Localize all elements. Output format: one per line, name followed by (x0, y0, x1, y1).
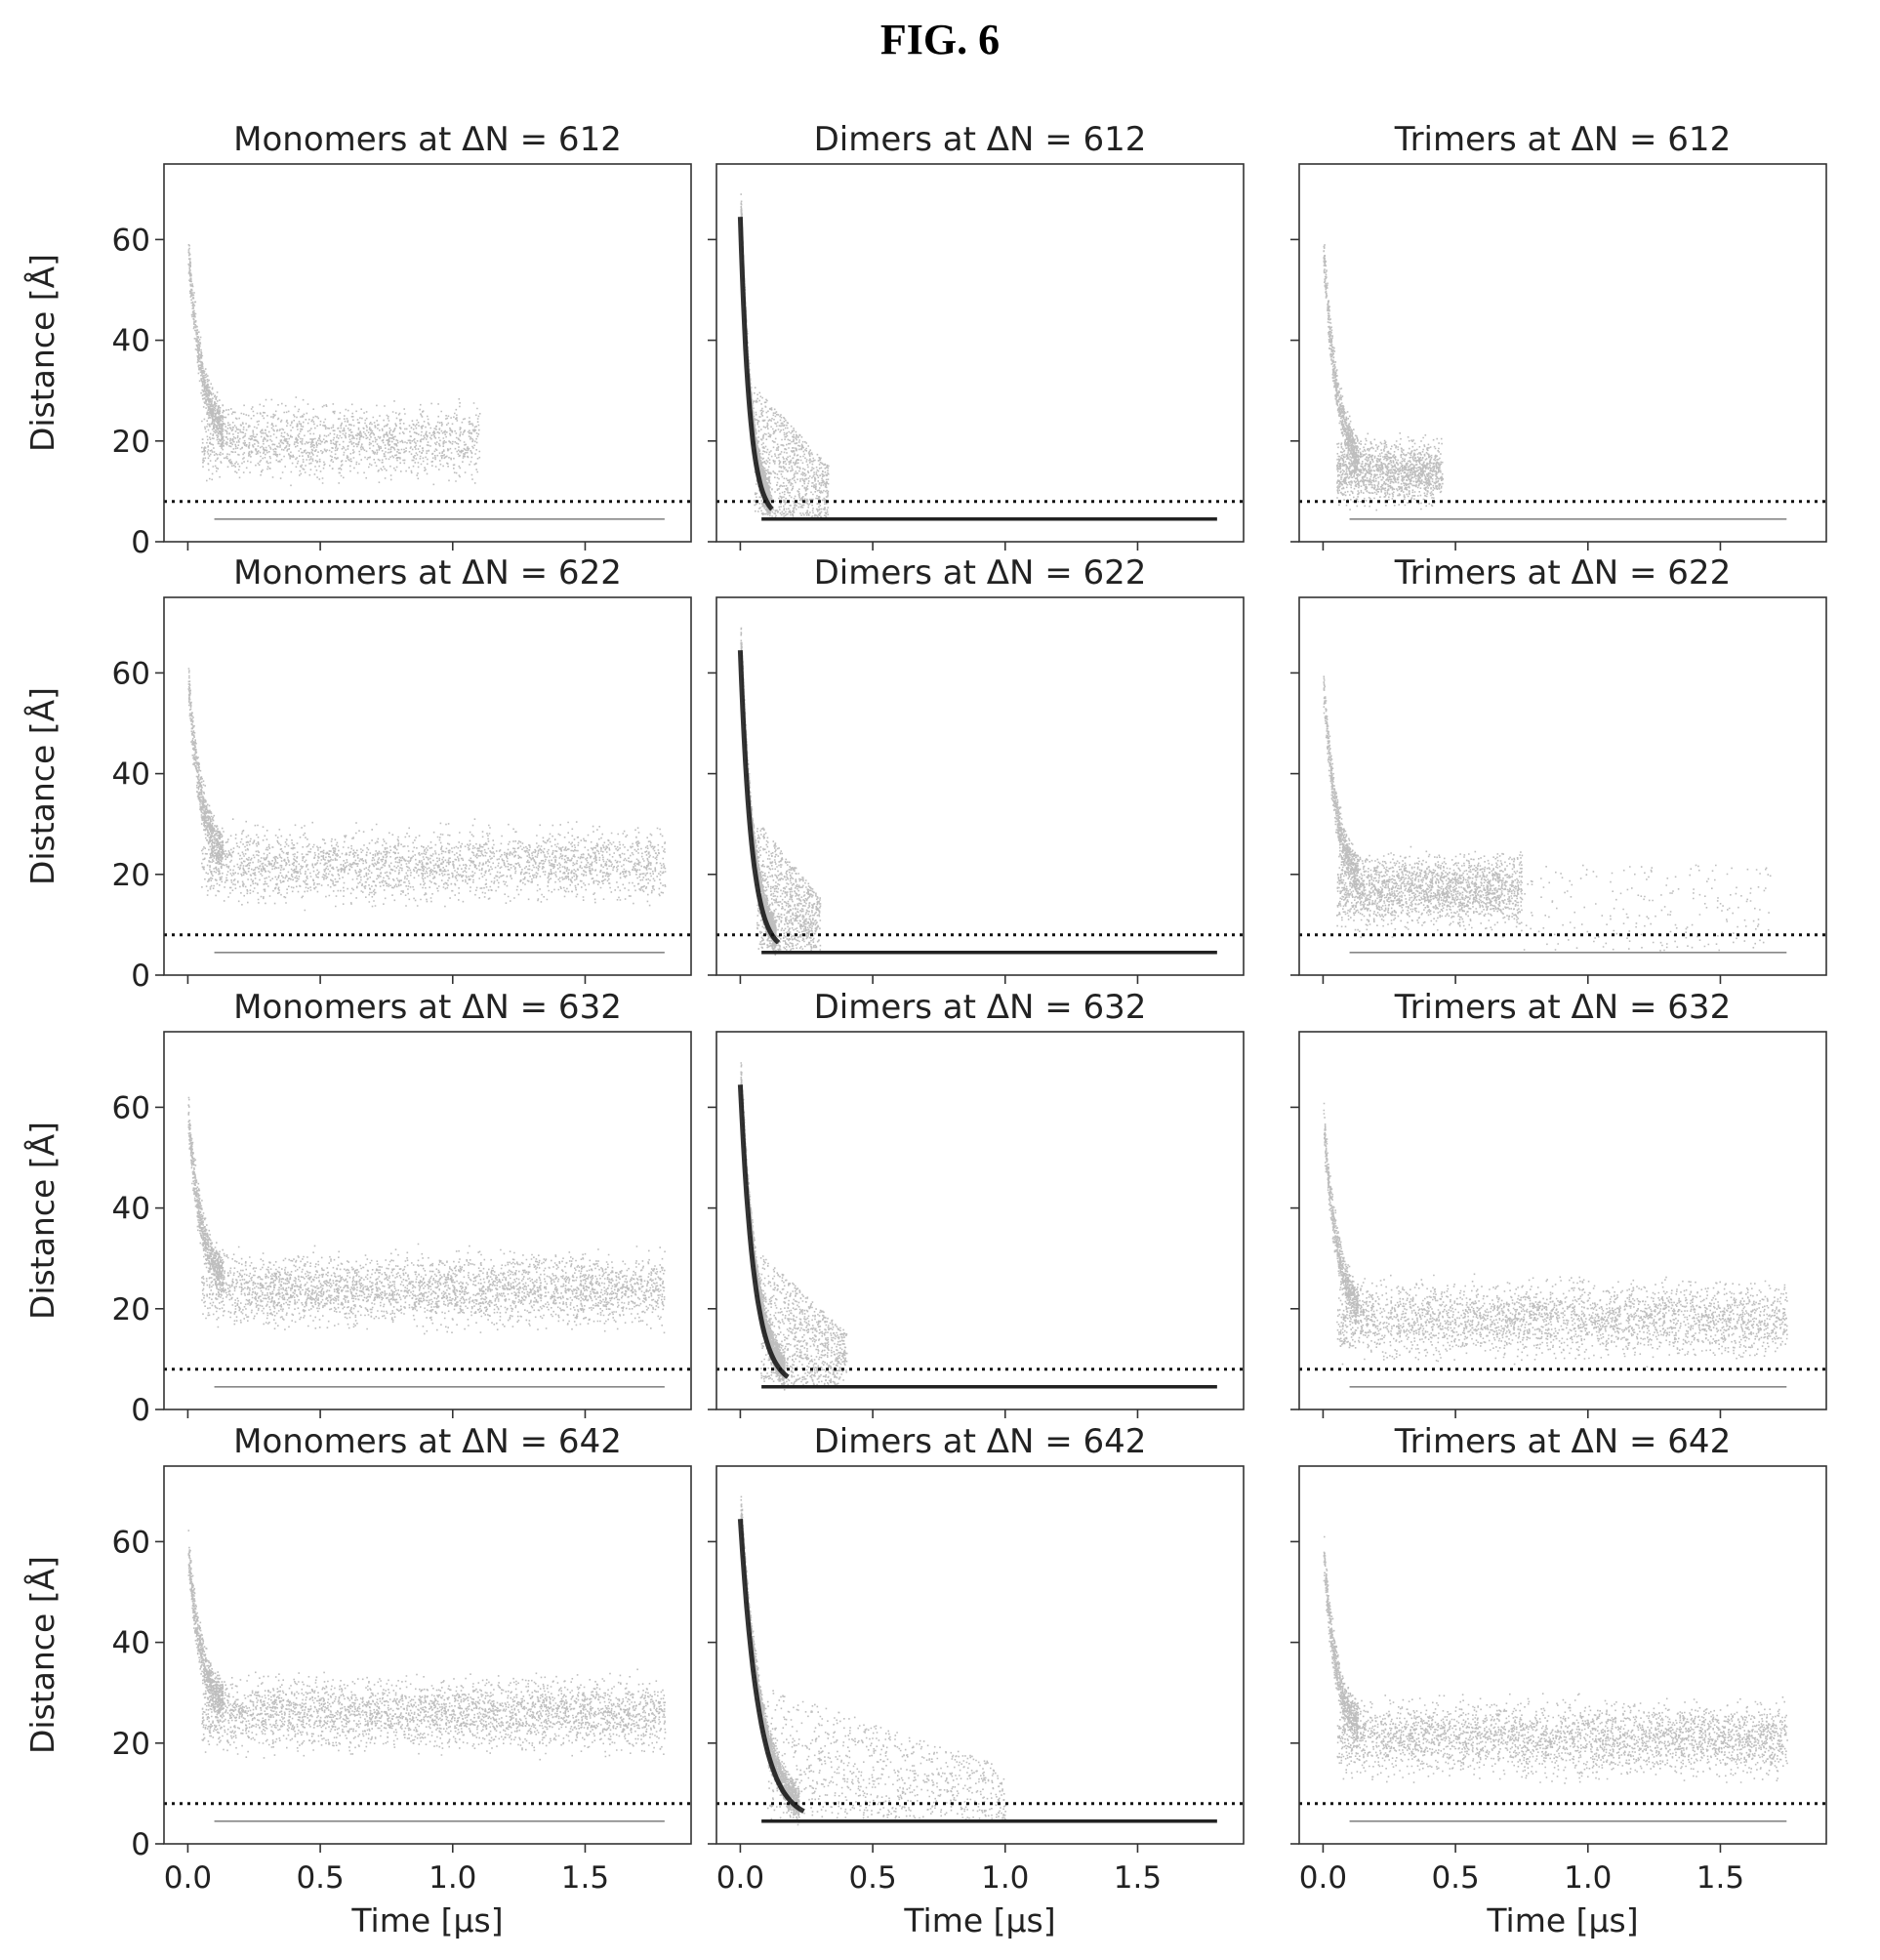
x-tick-label: 0.5 (296, 1860, 344, 1896)
data-points (187, 244, 481, 487)
y-tick-label: 60 (112, 1525, 150, 1560)
x-tick-label: 0.0 (716, 1860, 764, 1896)
y-tick-label: 20 (112, 858, 150, 893)
data-points (187, 668, 667, 912)
data-points (1323, 675, 1772, 952)
subplot-title: Monomers at ΔN = 632 (233, 988, 622, 1027)
subplot-4-1: Monomers at ΔN = 642 0 20 40 60 0.0 0.5 1.0 1.5 D… (22, 1422, 692, 1940)
data-points (1323, 1102, 1788, 1368)
subplot-2-1: Monomers at ΔN = 622 0 20 40 60 Distance [Å] (22, 553, 692, 994)
panel-grid: Monomers at ΔN = 612 0 20 40 60 Distance [Å] D… (22, 120, 1827, 1940)
data-points (1323, 244, 1444, 511)
x-tick-label: 1.5 (561, 1860, 609, 1896)
subplot-title: Dimers at ΔN = 612 (814, 120, 1147, 159)
subplot-1-3: Trimers at ΔN = 612 (1290, 120, 1827, 551)
plot-frame (1298, 596, 1827, 976)
descent-core (737, 1084, 790, 1379)
y-tick-label: 40 (112, 324, 150, 359)
y-tick-label: 20 (112, 1292, 150, 1327)
x-axis-label: Time [μs] (350, 1901, 503, 1940)
subplot-4-3: Trimers at ΔN = 642 0.0 0.5 1.0 1.5 Time [μs] (1290, 1422, 1827, 1940)
subplot-3-1: Monomers at ΔN = 632 0 20 40 60 Distance [Å] (22, 988, 692, 1428)
x-tick-label: 0.5 (1431, 1860, 1479, 1896)
subplot-title: Monomers at ΔN = 612 (233, 120, 622, 159)
x-axis-label: Time [μs] (1486, 1901, 1638, 1940)
y-tick-label: 0 (131, 525, 150, 560)
y-tick-label: 40 (112, 1192, 150, 1227)
y-tick-label: 40 (112, 1626, 150, 1661)
y-tick-label: 20 (112, 1727, 150, 1762)
y-tick-label: 40 (112, 757, 150, 793)
subplot-title: Dimers at ΔN = 622 (814, 553, 1147, 592)
data-points (187, 1096, 666, 1335)
plot-frame (1298, 163, 1827, 543)
x-axis-label: Time [μs] (903, 1901, 1055, 1940)
y-tick-label: 60 (112, 656, 150, 691)
subplot-title: Trimers at ΔN = 632 (1394, 988, 1731, 1027)
y-tick-label: 0 (131, 1827, 150, 1862)
subplot-1-2: Dimers at ΔN = 612 (708, 120, 1245, 551)
plot-frame (715, 1465, 1245, 1845)
data-points (740, 193, 830, 521)
y-tick-label: 0 (131, 1393, 150, 1428)
descent-core (737, 217, 774, 511)
data-points (740, 1062, 848, 1391)
x-tick-label: 0.5 (848, 1860, 896, 1896)
subplot-title: Dimers at ΔN = 642 (814, 1422, 1147, 1461)
data-points (740, 1495, 1007, 1826)
x-tick-label: 1.5 (1114, 1860, 1162, 1896)
data-points (740, 627, 822, 957)
y-axis-label: Distance [Å] (22, 1122, 61, 1320)
y-axis-label: Distance [Å] (22, 687, 61, 885)
y-tick-label: 20 (112, 425, 150, 460)
x-tick-label: 1.0 (981, 1860, 1029, 1896)
subplot-3-3: Trimers at ΔN = 632 (1290, 988, 1827, 1418)
subplot-title: Trimers at ΔN = 612 (1394, 120, 1731, 159)
figure-label: FIG. 6 (880, 16, 1000, 63)
subplot-title: Monomers at ΔN = 642 (233, 1422, 622, 1461)
descent-core (737, 1519, 805, 1814)
subplot-4-2: Dimers at ΔN = 642 0.0 0.5 1.0 1.5 Time [μs] (708, 1422, 1245, 1940)
subplot-1-1: Monomers at ΔN = 612 0 20 40 60 Distance [Å] (22, 120, 692, 560)
data-points (187, 1530, 667, 1761)
subplot-2-3: Trimers at ΔN = 622 (1290, 553, 1827, 984)
plot-frame (715, 163, 1245, 543)
plot-frame (163, 596, 692, 976)
y-tick-label: 0 (131, 959, 150, 994)
subplot-title: Dimers at ΔN = 632 (814, 988, 1147, 1027)
x-tick-label: 1.5 (1696, 1860, 1744, 1896)
plot-frame (163, 163, 692, 543)
y-axis-label: Distance [Å] (22, 254, 61, 452)
subplot-title: Trimers at ΔN = 622 (1394, 553, 1731, 592)
subplot-title: Monomers at ΔN = 622 (233, 553, 622, 592)
subplot-3-2: Dimers at ΔN = 632 (708, 988, 1245, 1418)
plot-frame (715, 596, 1245, 976)
plot-frame (1298, 1465, 1827, 1845)
x-tick-label: 1.0 (1564, 1860, 1612, 1896)
x-tick-label: 1.0 (429, 1860, 476, 1896)
y-axis-label: Distance [Å] (22, 1556, 61, 1754)
y-tick-label: 60 (112, 1090, 150, 1125)
plot-frame (163, 1465, 692, 1845)
x-tick-label: 0.0 (1299, 1860, 1347, 1896)
y-tick-label: 60 (112, 223, 150, 258)
x-tick-label: 0.0 (164, 1860, 212, 1896)
plot-frame (1298, 1031, 1827, 1410)
subplot-title: Trimers at ΔN = 642 (1394, 1422, 1731, 1461)
plot-frame (163, 1031, 692, 1410)
data-points (1323, 1535, 1788, 1784)
subplot-2-2: Dimers at ΔN = 622 (708, 553, 1245, 984)
plot-frame (715, 1031, 1245, 1410)
descent-core (737, 650, 781, 945)
